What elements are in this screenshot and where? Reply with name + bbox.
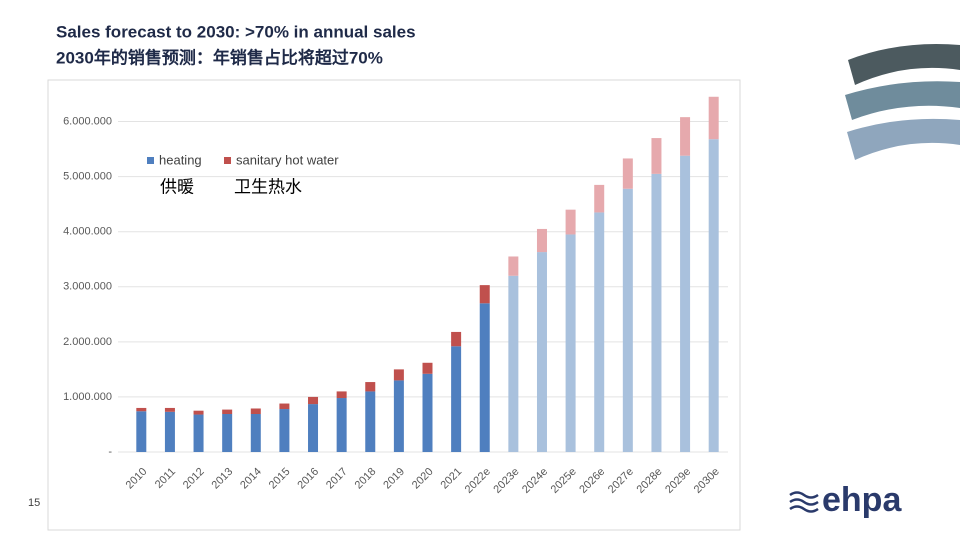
bar-segment bbox=[365, 391, 376, 452]
bar-segment bbox=[250, 408, 261, 414]
bar-segment bbox=[422, 362, 433, 374]
chart: - 1.000.000 2.000.000 3.000.000 4.000.000 5.0… bbox=[63, 96, 728, 496]
logo: ehpa bbox=[789, 481, 902, 519]
legend-swatch bbox=[147, 157, 154, 164]
bar-segment bbox=[193, 410, 204, 415]
logo-text: ehpa bbox=[822, 481, 902, 519]
bar-segment bbox=[193, 414, 204, 452]
bar-segment bbox=[594, 212, 605, 452]
bar-segment bbox=[308, 396, 319, 405]
swoosh bbox=[848, 44, 960, 85]
bar-segment bbox=[451, 331, 462, 347]
swoosh bbox=[847, 118, 960, 160]
legend-translation: 供暖 bbox=[160, 177, 194, 196]
bar-segment bbox=[250, 413, 261, 452]
bar-segment bbox=[393, 380, 404, 452]
bar-segment bbox=[622, 158, 633, 189]
bar-segment bbox=[365, 382, 376, 392]
bar-segment bbox=[336, 398, 347, 452]
bar-segment bbox=[164, 411, 175, 452]
bar-segment bbox=[651, 138, 662, 174]
bar-segment bbox=[222, 413, 233, 452]
page-number: 15 bbox=[28, 497, 40, 509]
bar-segment bbox=[279, 403, 290, 410]
y-tick-label: 2.000.000 bbox=[63, 336, 112, 348]
bar-segment bbox=[422, 373, 433, 452]
bar-segment bbox=[708, 139, 719, 452]
decoration bbox=[845, 44, 960, 160]
legend-label: sanitary hot water bbox=[236, 152, 339, 167]
bar-segment bbox=[279, 409, 290, 452]
y-tick-label: 5.000.000 bbox=[63, 171, 112, 183]
bar-segment bbox=[479, 303, 490, 452]
bar-segment bbox=[536, 252, 547, 452]
bar-segment bbox=[565, 234, 576, 452]
bar-segment bbox=[651, 173, 662, 452]
bar-segment bbox=[594, 184, 605, 213]
bar-segment bbox=[508, 256, 519, 276]
bar-segment bbox=[508, 275, 519, 452]
bar-segment bbox=[622, 188, 633, 452]
bar-segment bbox=[222, 409, 233, 414]
y-tick-label: 1.000.000 bbox=[63, 391, 112, 403]
swoosh bbox=[845, 81, 960, 120]
bar-segment bbox=[565, 209, 576, 235]
plot-frame bbox=[47, 79, 741, 531]
subtitle: 2030年的销售预测：年销售占比将超过70% bbox=[56, 47, 383, 67]
bar-segment bbox=[680, 155, 691, 453]
bar-segment bbox=[479, 285, 490, 304]
title: Sales forecast to 2030: >70% in annual s… bbox=[56, 22, 416, 41]
y-tick-label: 4.000.000 bbox=[63, 226, 112, 238]
bar-segment bbox=[680, 117, 691, 156]
bar-segment bbox=[336, 391, 347, 399]
bar-segment bbox=[451, 346, 462, 452]
legend-label: heating bbox=[159, 152, 202, 167]
bar-segment bbox=[136, 407, 147, 412]
logo-waves bbox=[789, 491, 819, 513]
y-tick-label: - bbox=[108, 446, 112, 458]
bar-segment bbox=[308, 404, 319, 452]
bar-segment bbox=[136, 411, 147, 452]
legend-translation: 卫生热水 bbox=[234, 177, 302, 196]
bar-segment bbox=[536, 228, 547, 253]
y-tick-label: 6.000.000 bbox=[63, 115, 112, 127]
bar-segment bbox=[393, 369, 404, 381]
legend-swatch bbox=[224, 157, 231, 164]
bar-segment bbox=[708, 96, 719, 140]
bar-segment bbox=[164, 407, 175, 412]
y-tick-label: 3.000.000 bbox=[63, 281, 112, 293]
